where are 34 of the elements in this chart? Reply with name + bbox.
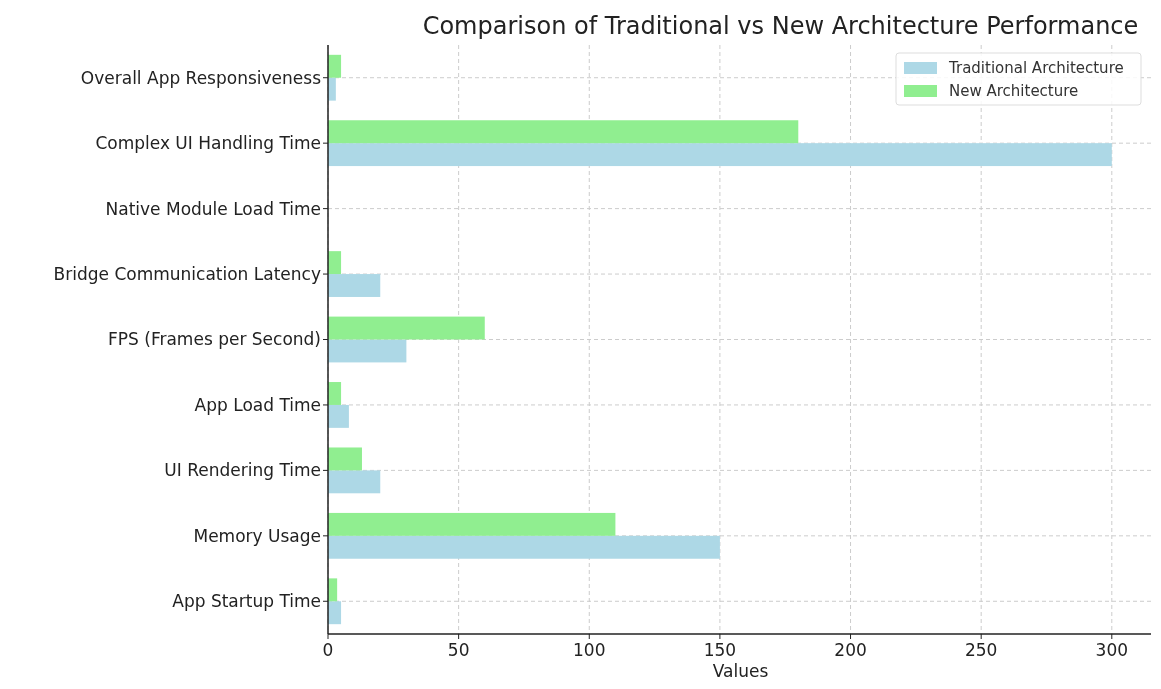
bar [328,512,616,536]
y-tick-label: Native Module Load Time [105,198,321,219]
x-tick-label: 0 [322,640,334,660]
y-tick-label: App Load Time [194,394,321,415]
y-tick-label: Complex UI Handling Time [95,133,321,154]
bar [328,54,342,78]
y-tick-label: FPS (Frames per Second) [108,329,321,350]
x-tick-label: 200 [834,640,867,660]
bar [328,143,1112,167]
legend-label: Traditional Architecture [948,59,1124,78]
chart-title: Comparison of Traditional vs New Architecture Performance [422,12,1139,40]
bar [328,447,362,471]
y-tick-label: Bridge Communication Latency [53,264,321,285]
bar [328,535,720,559]
bar [328,382,342,405]
y-tick-label: Overall App Responsiveness [80,67,322,88]
x-axis-title: Values [712,661,769,681]
y-tick-label: UI Rendering Time [164,460,321,481]
bar [328,251,342,275]
y-tick-label: Memory Usage [193,525,321,546]
bar [328,274,381,297]
bar [328,601,342,625]
bar [328,316,485,340]
x-tick-label: 50 [447,640,470,660]
x-tick-label: 300 [1095,640,1129,660]
x-tick-label: 250 [964,640,998,660]
legend-label: New Architecture [949,82,1079,101]
x-tick-label: 100 [573,640,606,660]
bar [328,339,407,363]
bar [328,120,799,144]
bar [328,470,381,494]
bar [328,404,349,428]
y-tick-label: App Startup Time [172,591,321,612]
x-tick-label: 150 [703,640,737,660]
